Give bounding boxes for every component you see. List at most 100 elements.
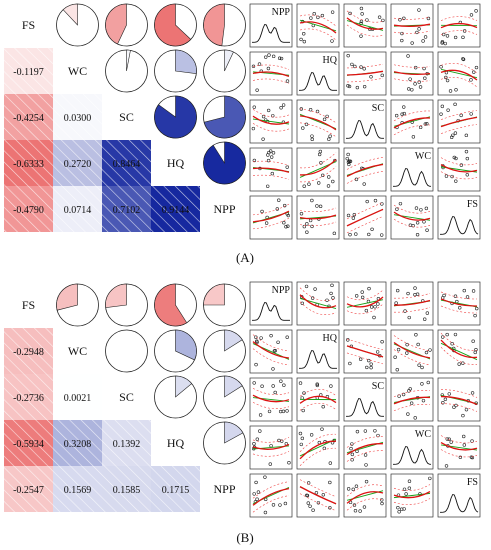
corr-cell-hatch — [4, 328, 53, 374]
smooth-upper-band — [299, 152, 337, 169]
scatter-point — [453, 35, 458, 40]
scatter-point — [417, 80, 421, 84]
scatter-point — [268, 462, 272, 466]
corr-cell-hatch — [102, 466, 151, 512]
scatter-point — [474, 9, 478, 13]
scatter-point — [258, 413, 263, 417]
corr-cell-hatch — [151, 466, 200, 512]
scatter-point — [364, 479, 369, 484]
pie-slice — [224, 375, 243, 398]
smooth-upper-band — [393, 293, 431, 299]
scatter-point — [282, 383, 286, 387]
scatter-point — [286, 224, 290, 228]
scatter-point — [302, 39, 307, 44]
scatter-point — [465, 173, 469, 177]
pie-slice — [175, 375, 193, 398]
corr-cell-hatch — [102, 420, 151, 466]
scatter-point — [304, 284, 309, 289]
scatter-point — [257, 62, 262, 66]
smooth-line — [346, 17, 384, 30]
scatter-point — [298, 381, 303, 385]
scatter-point — [380, 202, 384, 206]
panel-label-a: (A) — [236, 250, 254, 265]
smooth-line — [299, 395, 337, 404]
pie-slice — [224, 421, 244, 444]
scatter-point — [325, 298, 329, 302]
scatter-point — [306, 501, 310, 505]
scatter-point — [287, 460, 291, 465]
smooth-lower-band — [299, 166, 337, 183]
scatter-point — [350, 62, 354, 67]
scatter-point — [264, 221, 269, 225]
scatter-cell — [343, 377, 387, 422]
scatter-point — [348, 159, 353, 164]
scatter-point — [380, 501, 384, 506]
scatter-cell — [249, 281, 293, 326]
scatter-point — [362, 182, 366, 186]
smooth-line — [440, 298, 478, 307]
scatter-point — [425, 228, 429, 232]
scatter-point — [444, 75, 448, 80]
diagonal-label-hq: HQ — [167, 156, 185, 170]
scatter-point — [473, 313, 477, 318]
smooth-line — [252, 443, 290, 450]
smooth-lower-band — [299, 221, 337, 227]
smooth-lower-band — [393, 404, 431, 412]
scatter-point — [395, 367, 399, 372]
scatter-cell — [437, 147, 481, 192]
corr-cell-hatch — [4, 48, 53, 94]
smooth-upper-band — [346, 202, 384, 220]
scatter-point — [316, 501, 321, 505]
smooth-line — [440, 339, 478, 359]
scatter-point — [315, 109, 320, 114]
scatter-point — [395, 207, 399, 211]
smooth-line — [393, 23, 431, 27]
scatter-point — [315, 383, 320, 388]
scatter-point — [315, 204, 319, 208]
scatter-point — [443, 397, 448, 402]
smooth-line — [393, 490, 431, 499]
scatter-point — [275, 207, 279, 211]
scatter-point — [332, 231, 337, 236]
scatter-matrix-a: NPP HQ SC WC FS — [249, 3, 481, 240]
density-curve — [299, 71, 337, 91]
smooth-line — [393, 341, 431, 359]
scatter-point — [465, 156, 470, 161]
scatter-point — [380, 73, 384, 78]
scatter-point — [305, 493, 309, 498]
scatter-point — [346, 213, 351, 218]
pie-slice — [154, 283, 188, 327]
scatter-point — [317, 152, 322, 157]
scatter-point — [369, 365, 373, 370]
scatter-point — [474, 65, 479, 70]
scatter-point — [310, 224, 314, 229]
scatter-point — [420, 382, 424, 386]
scatter-point — [255, 340, 259, 344]
scatter-point — [462, 443, 467, 447]
corr-value-label: -0.6333 — [13, 159, 44, 170]
smooth-lower-band — [393, 30, 431, 34]
scatter-point — [402, 487, 407, 491]
scatter-point — [447, 392, 451, 396]
diagonal-label-npp: NPP — [213, 202, 235, 216]
scatter-point — [360, 12, 364, 16]
scatter-point — [415, 221, 420, 225]
scatter-point — [380, 339, 384, 344]
scatter-point — [269, 155, 274, 159]
smooth-lower-band — [252, 495, 290, 513]
scatter-point — [355, 429, 360, 434]
scatter-point — [406, 54, 410, 58]
scatter-point — [421, 39, 425, 43]
scatter-point — [400, 38, 404, 43]
scatter-point — [425, 311, 430, 315]
scatter-point — [267, 53, 271, 57]
scatter-point — [328, 506, 332, 510]
scatter-point — [329, 291, 333, 296]
smooth-lower-band — [393, 349, 431, 366]
smooth-lower-band — [393, 78, 431, 82]
scatter-point — [273, 348, 277, 353]
scatter-point — [355, 85, 360, 90]
scatter-point — [322, 117, 327, 122]
smooth-lower-band — [440, 305, 478, 314]
scatter-point — [364, 308, 369, 313]
